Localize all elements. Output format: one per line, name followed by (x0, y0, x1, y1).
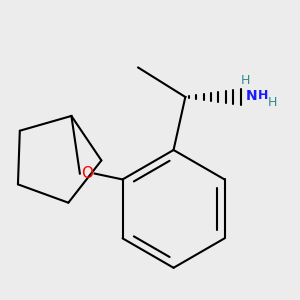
Text: H: H (257, 89, 268, 102)
Text: O: O (81, 166, 93, 181)
Text: N: N (246, 88, 257, 103)
Text: H: H (268, 96, 277, 110)
Text: H: H (241, 74, 250, 87)
